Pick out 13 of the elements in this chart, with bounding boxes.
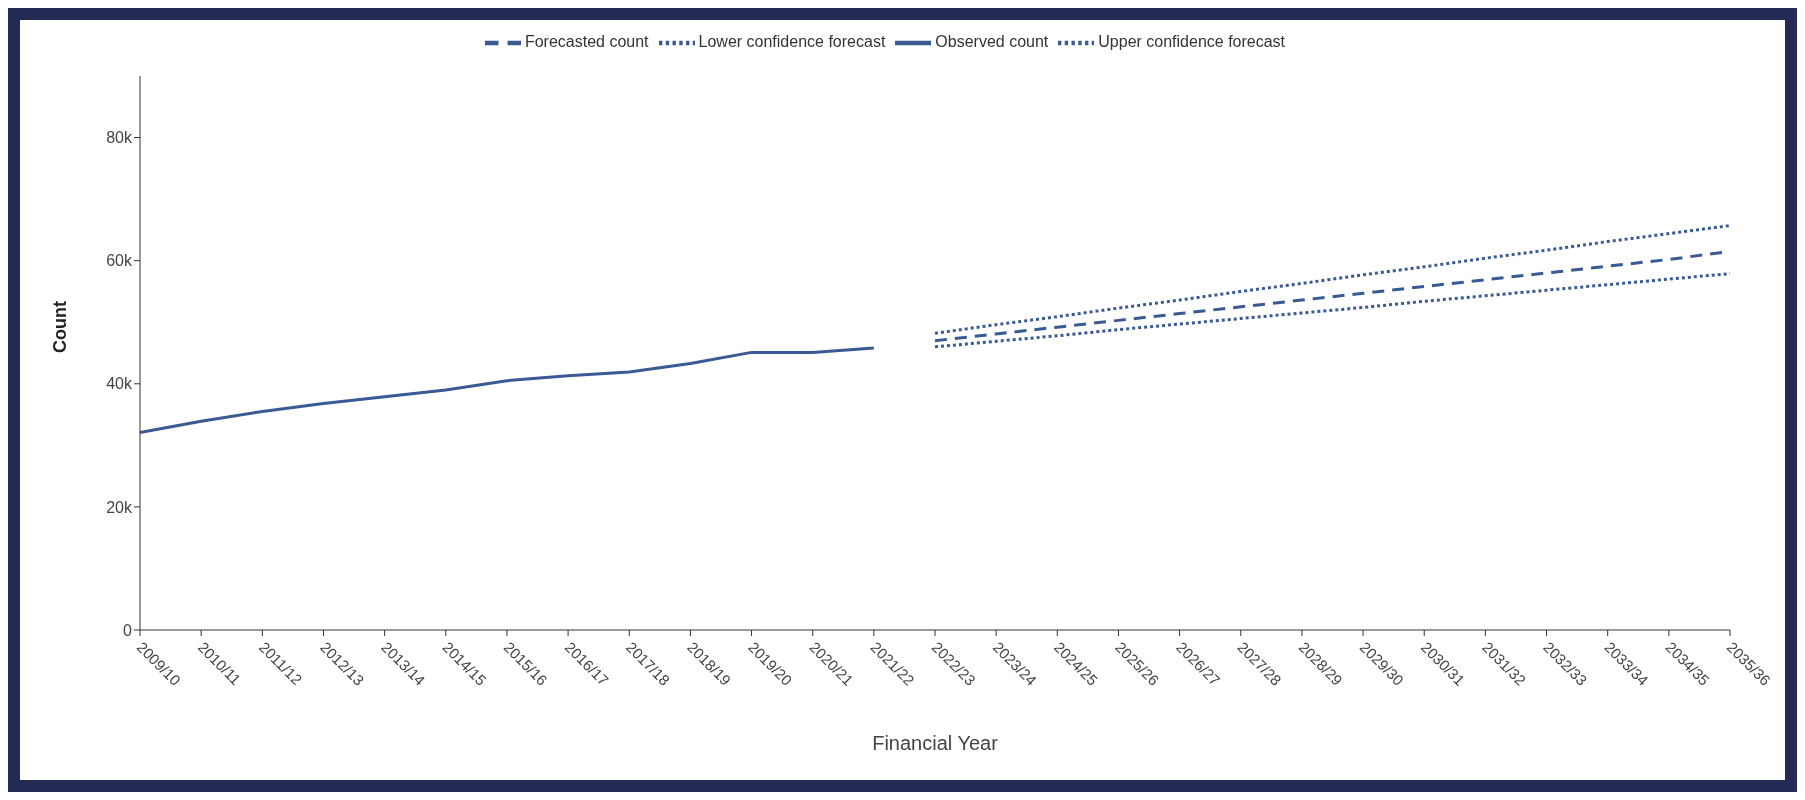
line-series xyxy=(933,224,1732,335)
y-tick-label: 20k xyxy=(106,498,133,516)
legend-label: Lower confidence forecast xyxy=(698,33,886,51)
line-series xyxy=(138,346,876,434)
y-tick-label: 40k xyxy=(106,375,133,393)
legend-label: Forecasted count xyxy=(524,33,649,51)
y-tick-label: 60k xyxy=(106,252,133,270)
y-tick-label: 0 xyxy=(123,621,133,639)
y-tick-label: 80k xyxy=(106,129,133,147)
y-axis-title: Count xyxy=(50,301,71,353)
x-axis-title: Financial Year xyxy=(872,732,999,754)
legend-label: Upper confidence forecast xyxy=(1098,33,1286,51)
legend-label: Observed count xyxy=(935,33,1049,51)
